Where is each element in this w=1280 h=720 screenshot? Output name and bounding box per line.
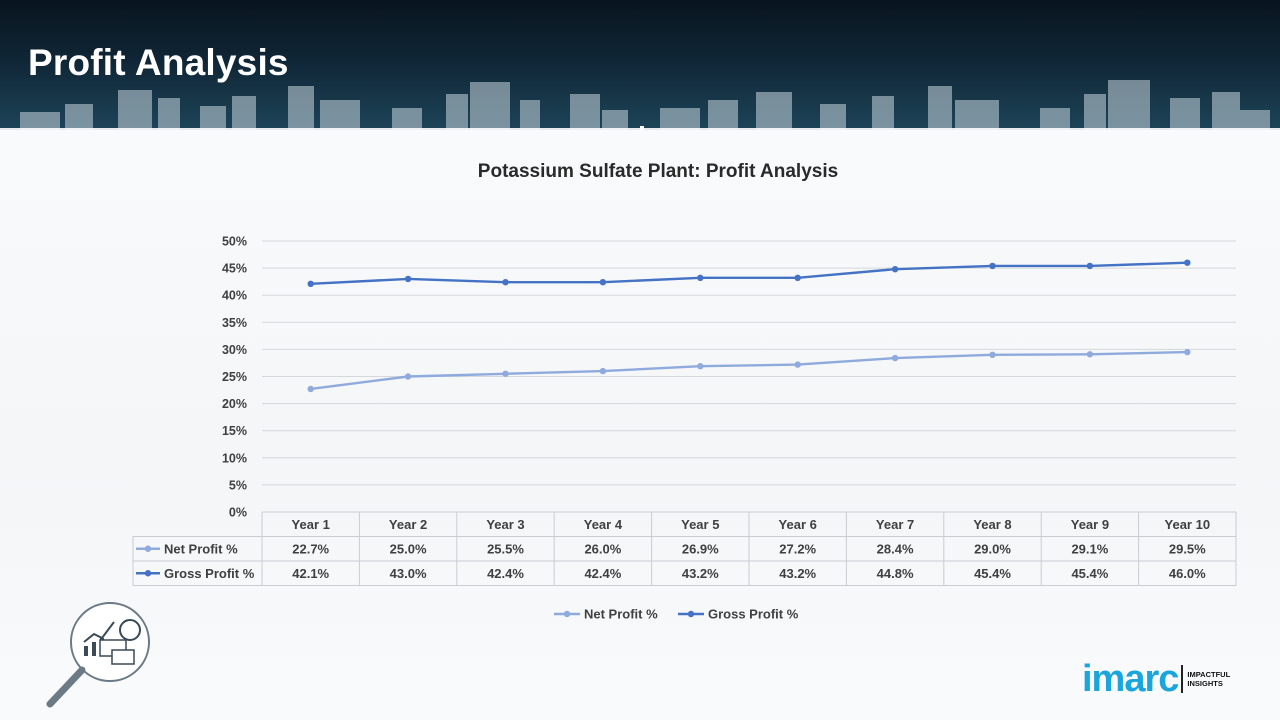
- x-category-label: Year 6: [779, 517, 817, 532]
- data-point: [891, 265, 899, 273]
- page-title: Profit Analysis: [28, 42, 289, 83]
- y-tick-label: 0%: [229, 506, 247, 520]
- series-line-net-profit: [310, 350, 1188, 391]
- table-series-key-marker: [144, 545, 152, 552]
- data-point: [989, 351, 996, 359]
- table-value-cell: 22.7%: [292, 541, 329, 556]
- header-banner: Profit Analysis: [0, 0, 1280, 130]
- brand-tagline: IMPACTFUL INSIGHTS: [1187, 670, 1230, 688]
- table-value-cell: 43.0%: [390, 566, 427, 581]
- legend-entry: Gross Profit %: [708, 607, 799, 622]
- x-category-label: Year 4: [584, 517, 623, 532]
- y-tick-label: 30%: [222, 343, 247, 357]
- data-point: [794, 274, 801, 282]
- y-tick-label: 40%: [222, 289, 247, 303]
- chart-series-lines: [307, 259, 1191, 393]
- table-value-cell: 46.0%: [1169, 566, 1206, 581]
- y-tick-label: 20%: [222, 397, 247, 411]
- data-point: [404, 275, 412, 283]
- x-category-label: Year 8: [973, 517, 1011, 532]
- data-point: [502, 370, 509, 377]
- table-value-cell: 43.2%: [779, 566, 816, 581]
- data-point: [697, 363, 704, 370]
- table-value-cell: 29.0%: [974, 541, 1011, 556]
- table-value-cell: 42.1%: [292, 566, 329, 581]
- y-tick-label: 25%: [222, 370, 247, 384]
- y-tick-label: 15%: [222, 424, 247, 438]
- table-series-name: Gross Profit %: [164, 566, 255, 581]
- data-point: [1184, 259, 1191, 266]
- table-value-cell: 42.4%: [487, 566, 524, 581]
- data-point: [502, 278, 509, 286]
- brand-tagline-line2: INSIGHTS: [1187, 679, 1223, 688]
- data-point: [404, 373, 412, 380]
- data-point: [989, 262, 996, 270]
- legend-entry: Net Profit %: [584, 607, 658, 622]
- data-point: [1184, 348, 1191, 356]
- data-point: [697, 274, 704, 282]
- table-value-cell: 43.2%: [682, 566, 719, 581]
- table-value-cell: 42.4%: [584, 566, 621, 581]
- content-panel: [0, 128, 1280, 720]
- y-tick-label: 35%: [222, 316, 247, 330]
- x-category-label: Year 9: [1071, 517, 1109, 532]
- panel-divider: [640, 126, 644, 130]
- table-value-cell: 29.5%: [1169, 541, 1206, 556]
- city-skyline-graphic: [20, 80, 1270, 130]
- data-point: [599, 367, 607, 375]
- data-point: [794, 361, 801, 368]
- x-category-label: Year 3: [486, 517, 524, 532]
- y-tick-label: 5%: [229, 478, 247, 492]
- y-tick-label: 45%: [222, 262, 247, 276]
- imarc-logo: imarc IMPACTFUL INSIGHTS: [1082, 660, 1230, 698]
- y-tick-label: 50%: [222, 235, 247, 249]
- legend-key-marker: [687, 610, 695, 618]
- chart-title: Potassium Sulfate Plant: Profit Analysis: [478, 161, 838, 182]
- data-point: [307, 385, 314, 393]
- data-point: [891, 354, 899, 362]
- data-point: [307, 280, 314, 288]
- table-value-cell: 25.0%: [390, 541, 427, 556]
- chart-legend: Net Profit % Gross Profit %: [554, 607, 799, 622]
- table-value-cell: 29.1%: [1071, 541, 1108, 556]
- y-axis: 0% 5% 10% 15% 20% 25% 30% 35% 40% 45% 50%: [222, 235, 247, 520]
- brand-separator: [1181, 665, 1184, 693]
- series-line-gross-profit: [310, 261, 1188, 286]
- table-value-cell: 28.4%: [877, 541, 914, 556]
- table-value-cell: 27.2%: [779, 541, 816, 556]
- x-category-label: Year 10: [1165, 517, 1211, 532]
- table-value-cell: 26.9%: [682, 541, 719, 556]
- table-value-cell: 26.0%: [584, 541, 621, 556]
- x-category-label: Year 2: [389, 517, 427, 532]
- x-category-label: Year 1: [292, 517, 330, 532]
- data-point: [1086, 262, 1094, 270]
- x-category-label: Year 5: [681, 517, 719, 532]
- legend-key-marker: [563, 610, 571, 618]
- data-point: [1086, 351, 1094, 358]
- data-point: [599, 278, 607, 286]
- brand-tagline-line1: IMPACTFUL: [1187, 670, 1231, 679]
- table-value-cell: 44.8%: [877, 566, 914, 581]
- analytics-magnifier-icon: [46, 602, 150, 708]
- table-value-cell: 45.4%: [974, 566, 1011, 581]
- brand-name: imarc: [1082, 658, 1179, 700]
- table-series-name: Net Profit %: [164, 541, 238, 556]
- table-series-key-marker: [144, 570, 152, 577]
- x-category-label: Year 7: [876, 517, 914, 532]
- table-value-cell: 25.5%: [487, 541, 524, 556]
- y-tick-label: 10%: [222, 451, 247, 465]
- chart-gridlines: [262, 240, 1236, 513]
- chart-data-table: Year 1 Year 2 Year 3 Year 4 Year 5 Year 6 Year…: [132, 511, 1237, 586]
- table-value-cell: 45.4%: [1071, 566, 1108, 581]
